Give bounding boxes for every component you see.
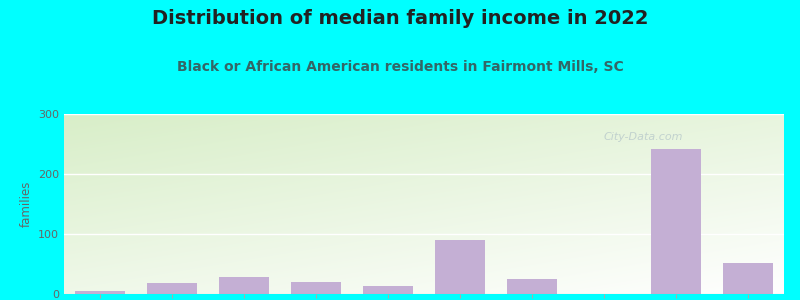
Text: Black or African American residents in Fairmont Mills, SC: Black or African American residents in F… bbox=[177, 60, 623, 74]
Bar bbox=[75, 291, 125, 294]
Y-axis label: families: families bbox=[19, 181, 33, 227]
Bar bbox=[363, 286, 413, 294]
Bar bbox=[651, 149, 701, 294]
Bar bbox=[290, 282, 341, 294]
Bar bbox=[147, 283, 198, 294]
Text: City-Data.com: City-Data.com bbox=[604, 132, 683, 142]
Bar bbox=[219, 277, 269, 294]
Bar bbox=[435, 240, 485, 294]
Bar bbox=[723, 263, 773, 294]
Text: Distribution of median family income in 2022: Distribution of median family income in … bbox=[152, 9, 648, 28]
Bar bbox=[507, 279, 558, 294]
